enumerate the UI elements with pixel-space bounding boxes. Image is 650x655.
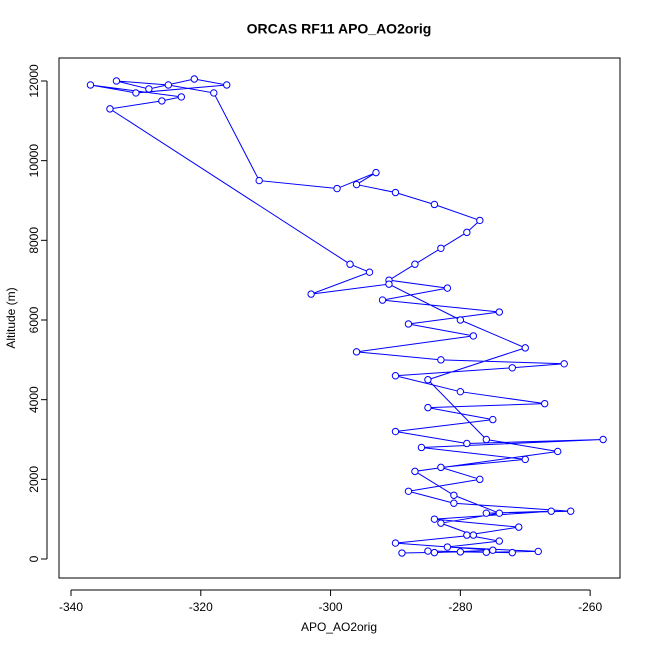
data-point: [476, 216, 484, 225]
x-tick-label: -260: [578, 600, 602, 614]
data-point: [495, 308, 503, 316]
x-tick-label: -320: [189, 600, 213, 614]
data-point: [469, 531, 478, 539]
data-point: [255, 176, 263, 185]
y-tick-label: 0: [27, 555, 41, 562]
plot-frame: [58, 57, 621, 579]
data-point: [378, 296, 387, 304]
data-point: [158, 97, 166, 105]
data-point: [164, 81, 173, 89]
data-point: [547, 507, 555, 515]
y-tick-label: 10000: [27, 144, 41, 178]
data-point: [566, 507, 575, 515]
data-point: [404, 320, 413, 328]
data-point: [521, 344, 529, 352]
data-point: [495, 509, 503, 517]
data-point: [508, 548, 516, 557]
data-point: [463, 531, 471, 539]
data-point: [346, 260, 354, 268]
data-point: [599, 435, 607, 444]
data-point: [515, 523, 523, 531]
data-point: [106, 105, 114, 113]
data-point: [391, 188, 400, 197]
data-point: [456, 548, 465, 556]
data-point: [190, 75, 199, 83]
x-tick-label: -280: [448, 600, 472, 614]
data-point: [463, 439, 471, 448]
data-point: [450, 491, 458, 499]
data-point: [482, 509, 491, 517]
data-point: [430, 548, 439, 557]
x-tick-label: -300: [319, 600, 343, 614]
y-tick-label: 12000: [27, 64, 41, 98]
data-point: [437, 244, 445, 252]
data-point: [333, 184, 341, 193]
data-point: [391, 539, 400, 547]
data-point: [476, 475, 484, 484]
data-point: [365, 268, 374, 276]
data-point: [437, 519, 445, 527]
chart-title: ORCAS RF11 APO_AO2orig: [247, 21, 432, 37]
data-point: [534, 547, 542, 556]
y-axis-label: Altitude (m): [4, 287, 18, 348]
data-point: [86, 81, 95, 89]
data-point: [443, 543, 452, 551]
data-point: [411, 467, 419, 476]
data-point: [489, 415, 497, 424]
x-axis-label: APO_AO2orig: [301, 620, 377, 634]
data-point: [424, 547, 432, 555]
data-point: [132, 89, 140, 97]
data-point: [352, 348, 361, 356]
data-point: [177, 93, 186, 101]
y-tick-label: 2000: [27, 466, 41, 493]
data-point: [541, 399, 549, 408]
data-point: [508, 364, 516, 372]
data-point: [443, 284, 452, 292]
data-point: [495, 537, 503, 545]
data-point: [391, 427, 400, 436]
data-line: [90, 78, 604, 554]
x-tick-label: -340: [59, 600, 83, 614]
data-point: [469, 332, 478, 340]
data-point: [489, 546, 497, 554]
data-point: [430, 200, 439, 209]
data-point: [521, 455, 529, 464]
data-point: [424, 403, 432, 412]
y-tick-label: 6000: [27, 306, 41, 333]
data-point: [450, 499, 458, 507]
data-point: [482, 435, 491, 444]
data-point: [404, 487, 413, 495]
y-tick-label: 4000: [27, 386, 41, 413]
data-point: [391, 372, 400, 380]
data-point: [560, 360, 568, 368]
data-point: [463, 228, 471, 237]
data-point: [417, 443, 426, 452]
data-point: [437, 356, 445, 364]
data-point: [411, 260, 419, 268]
data-point: [352, 180, 361, 189]
data-point: [372, 168, 380, 177]
data-point: [307, 290, 315, 298]
data-point: [145, 85, 153, 93]
data-point: [210, 89, 218, 97]
data-point: [554, 447, 562, 456]
data-point: [456, 387, 465, 396]
data-point: [456, 316, 465, 324]
data-point: [385, 280, 393, 288]
data-point: [398, 549, 406, 557]
y-tick-label: 8000: [27, 227, 41, 254]
data-point: [482, 548, 491, 556]
data-point: [424, 376, 432, 384]
data-point: [430, 515, 439, 523]
data-point: [437, 463, 445, 472]
data-point: [112, 77, 121, 85]
data-point: [223, 81, 231, 89]
